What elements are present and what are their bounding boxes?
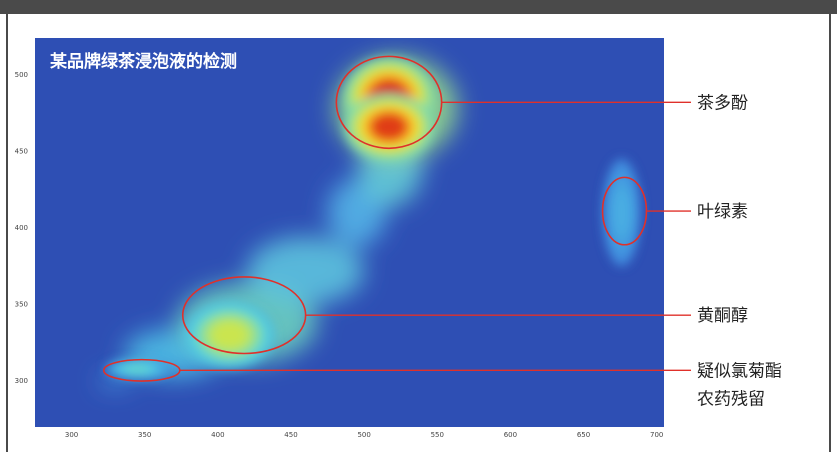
x-tick-label: 550 bbox=[431, 431, 444, 439]
y-axis-ticks: 500 450 400 350 300 bbox=[15, 71, 28, 385]
right-frame-border bbox=[829, 14, 831, 452]
y-tick-label: 350 bbox=[15, 300, 28, 308]
heat-peak bbox=[124, 364, 151, 373]
chart-title: 某品牌绿茶浸泡液的检测 bbox=[50, 51, 237, 72]
heat-peak bbox=[211, 321, 248, 349]
annotation-label: 疑似氯菊酯 bbox=[697, 361, 782, 381]
x-tick-label: 450 bbox=[284, 431, 297, 439]
y-tick-label: 300 bbox=[15, 377, 28, 385]
x-axis-ticks: 300 350 400 450 500 550 600 650 700 bbox=[65, 431, 663, 439]
x-tick-label: 500 bbox=[357, 431, 370, 439]
top-bar bbox=[0, 0, 837, 14]
heat-ridge bbox=[247, 237, 365, 305]
annotation-label: 叶绿素 bbox=[697, 202, 748, 222]
annotation-label: 茶多酚 bbox=[697, 93, 748, 113]
annotation-label: 黄酮醇 bbox=[697, 306, 748, 326]
left-frame-border bbox=[6, 14, 8, 452]
y-tick-label: 500 bbox=[15, 71, 28, 79]
x-tick-label: 600 bbox=[504, 431, 517, 439]
heat-core bbox=[105, 57, 641, 379]
y-tick-label: 450 bbox=[15, 147, 28, 155]
x-tick-label: 300 bbox=[65, 431, 78, 439]
x-tick-label: 700 bbox=[650, 431, 663, 439]
x-tick-label: 650 bbox=[577, 431, 590, 439]
heat-layer bbox=[97, 56, 641, 388]
x-tick-label: 400 bbox=[211, 431, 224, 439]
annotation-label: 农药残留 bbox=[697, 389, 765, 409]
heat-peak bbox=[613, 191, 630, 234]
heat-peak bbox=[371, 113, 407, 141]
x-tick-label: 350 bbox=[138, 431, 151, 439]
y-tick-label: 400 bbox=[15, 224, 28, 232]
